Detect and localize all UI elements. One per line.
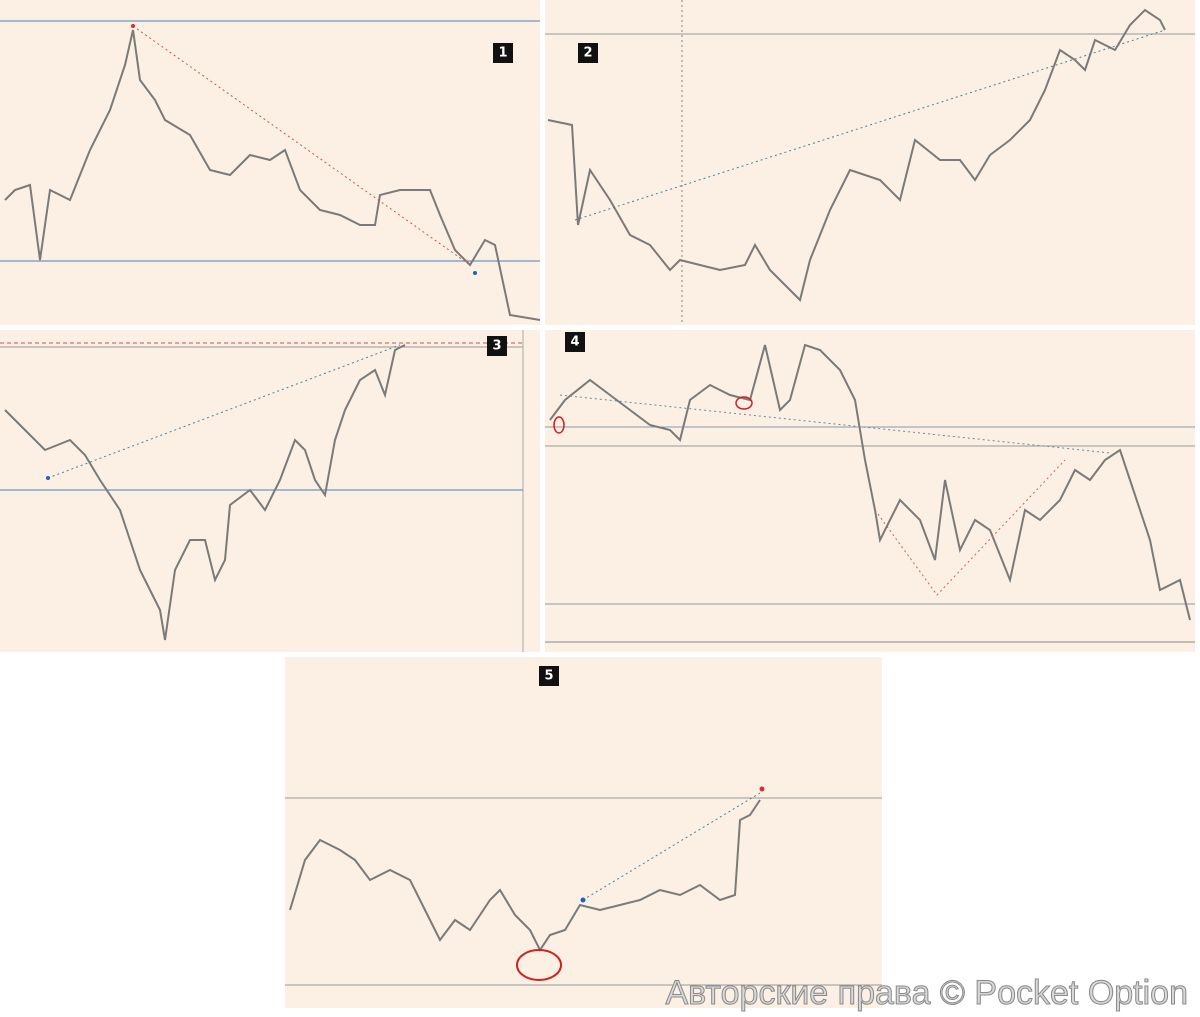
panel-1: 1 bbox=[0, 0, 541, 325]
panel-label: 5 bbox=[544, 669, 553, 684]
swing-line bbox=[874, 459, 1066, 596]
price-path bbox=[4, 29, 541, 321]
panel-label: 1 bbox=[498, 46, 507, 61]
price-path bbox=[547, 8, 1166, 302]
panel-label: 3 bbox=[492, 339, 501, 354]
price-path bbox=[289, 799, 761, 952]
panel-bg bbox=[0, 0, 540, 325]
trend-line bbox=[574, 29, 1166, 221]
watermark: Авторские права © Pocket Option bbox=[665, 974, 1188, 1012]
trend-line bbox=[559, 394, 1111, 454]
panel-5: 5 bbox=[285, 657, 882, 1008]
panel-2: 2 bbox=[545, 0, 1195, 325]
label-box bbox=[539, 666, 559, 686]
panel-label: 2 bbox=[583, 46, 592, 61]
panel-bg bbox=[545, 0, 1195, 325]
label-box bbox=[493, 43, 513, 63]
marker bbox=[46, 476, 50, 480]
marker bbox=[473, 271, 477, 275]
panel-label: 4 bbox=[570, 335, 579, 350]
trend-line bbox=[132, 25, 471, 266]
price-path bbox=[4, 344, 406, 641]
label-box bbox=[565, 332, 585, 352]
marker bbox=[131, 24, 135, 28]
marker bbox=[580, 897, 586, 903]
panel-bg bbox=[0, 330, 540, 652]
panel-bg bbox=[285, 657, 882, 1008]
panel-4: 4 bbox=[545, 330, 1195, 652]
label-box bbox=[487, 336, 507, 356]
price-path bbox=[549, 343, 1191, 621]
highlight bbox=[516, 949, 562, 981]
highlight bbox=[553, 416, 565, 434]
label-box bbox=[578, 43, 598, 63]
highlight bbox=[735, 396, 753, 410]
panel-3: 3 bbox=[0, 330, 540, 652]
marker bbox=[759, 786, 765, 792]
panel-bg bbox=[545, 330, 1195, 652]
